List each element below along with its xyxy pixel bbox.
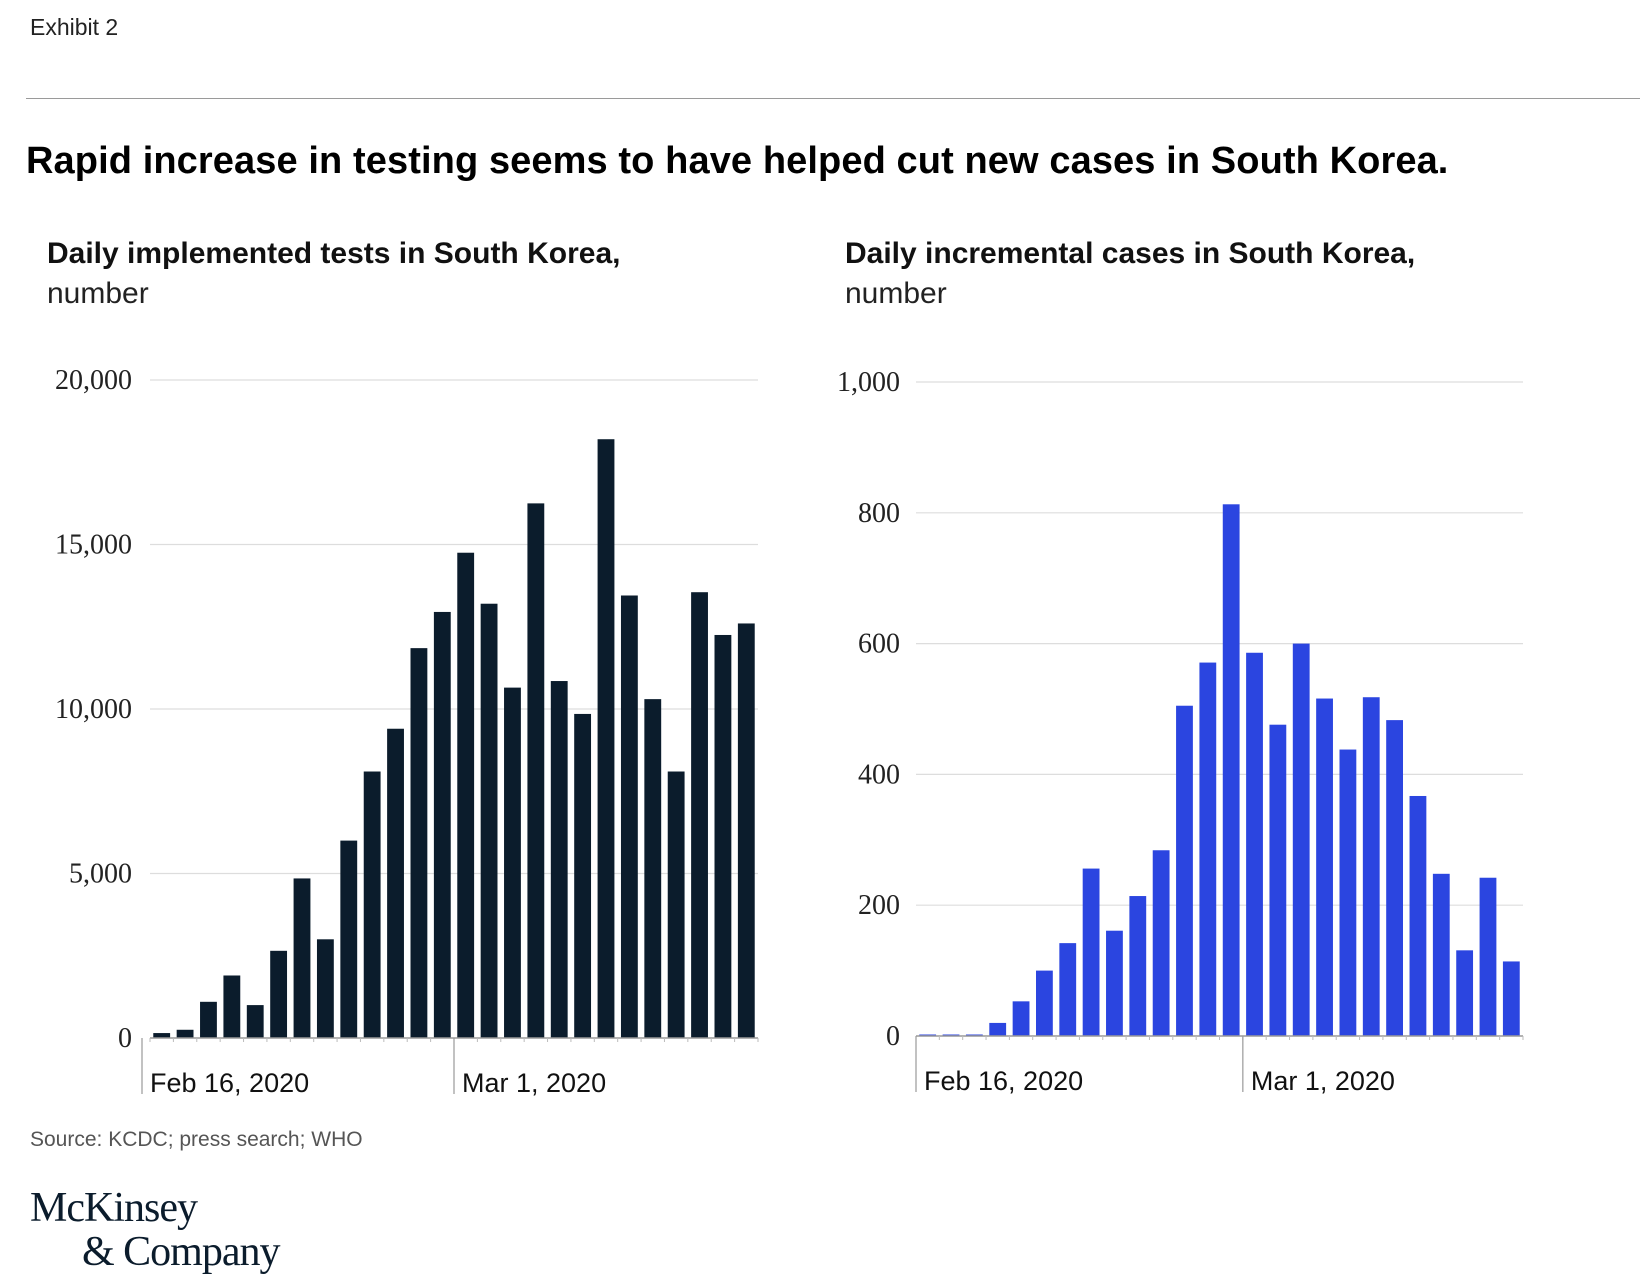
tests-bar	[597, 439, 615, 1039]
tests-bar	[340, 840, 358, 1038]
cases-bar	[1035, 970, 1053, 1036]
cases-bar	[1152, 850, 1170, 1036]
cases-ytick-label: 600	[858, 629, 900, 660]
tests-bar	[246, 1005, 264, 1038]
cases-bar	[1246, 652, 1263, 1036]
logo-line-1: McKinsey	[30, 1185, 198, 1231]
tests-bar	[620, 595, 638, 1038]
tests-bar	[293, 878, 311, 1038]
logo-line-2: & Company	[82, 1229, 280, 1275]
cases-chart-title-text: Daily incremental cases in South Korea,	[845, 237, 1416, 270]
mckinsey-logo: McKinsey & Company	[30, 1186, 280, 1274]
cases-bar	[1199, 662, 1217, 1036]
tests-bar	[410, 648, 428, 1038]
cases-ytick-label: 1,000	[837, 367, 900, 398]
tests-bar	[574, 713, 592, 1038]
tests-chart-unit: number	[47, 277, 149, 310]
tests-bar	[363, 771, 381, 1038]
cases-bar	[1012, 1001, 1030, 1036]
tests-bar	[153, 1033, 171, 1038]
tests-bar	[527, 503, 545, 1038]
cases-chart-unit: number	[845, 277, 947, 310]
cases-bar	[1292, 643, 1310, 1036]
tests-bar	[223, 975, 241, 1038]
cases-bar	[1176, 705, 1193, 1036]
tests-bar	[691, 592, 708, 1038]
cases-ytick-label: 200	[858, 890, 900, 921]
cases-bar	[1082, 868, 1100, 1036]
tests-ytick-label: 5,000	[69, 859, 132, 890]
cases-ytick-label: 800	[858, 498, 900, 529]
tests-bar	[480, 603, 498, 1038]
tests-bar	[504, 687, 521, 1038]
cases-bar	[1386, 720, 1404, 1036]
exhibit-label: Exhibit 2	[30, 14, 119, 40]
page-title: Rapid increase in testing seems to have …	[26, 140, 1449, 182]
header-divider	[26, 98, 1640, 99]
tests-ytick-label: 0	[118, 1023, 132, 1054]
tests-bar	[457, 552, 475, 1038]
cases-bar	[1129, 896, 1147, 1036]
tests-bar	[550, 681, 568, 1038]
cases-bar	[989, 1022, 1007, 1036]
cases-bar	[1502, 961, 1520, 1036]
cases-bar	[1106, 930, 1123, 1036]
cases-chart-title: Daily incremental cases in South Korea, …	[845, 234, 1415, 314]
tests-ytick-label: 15,000	[55, 530, 132, 561]
source-note: Source: KCDC; press search; WHO	[30, 1128, 363, 1151]
tests-bar	[316, 939, 334, 1038]
cases-bar	[1456, 950, 1474, 1036]
cases-xtick-label: Mar 1, 2020	[1251, 1066, 1395, 1096]
tests-xtick-label: Feb 16, 2020	[150, 1068, 309, 1098]
tests-bar	[270, 950, 288, 1038]
tests-bar	[176, 1029, 194, 1038]
tests-chart-title: Daily implemented tests in South Korea, …	[47, 234, 620, 314]
tests-bar	[644, 699, 662, 1038]
cases-bar	[1269, 724, 1287, 1036]
tests-chart-title-text: Daily implemented tests in South Korea,	[47, 237, 621, 270]
tests-bar	[667, 771, 685, 1038]
tests-ytick-label: 10,000	[55, 694, 132, 725]
cases-ytick-label: 0	[886, 1021, 900, 1052]
cases-bar	[1362, 697, 1380, 1036]
tests-bar	[737, 623, 755, 1038]
cases-ytick-label: 400	[858, 759, 900, 790]
tests-bar	[387, 728, 404, 1038]
cases-bar	[1432, 873, 1450, 1036]
cases-xtick-label: Feb 16, 2020	[924, 1066, 1083, 1096]
tests-ytick-label: 20,000	[55, 365, 132, 396]
cases-bar	[1316, 698, 1333, 1036]
cases-bar	[1222, 504, 1240, 1037]
tests-bar	[433, 611, 451, 1038]
cases-bar	[1479, 877, 1497, 1036]
tests-bar	[200, 1001, 217, 1038]
cases-bar	[1339, 749, 1357, 1036]
tests-xtick-label: Mar 1, 2020	[462, 1068, 606, 1098]
cases-bar	[1409, 795, 1427, 1036]
tests-bar	[714, 634, 732, 1038]
cases-bar	[1059, 943, 1077, 1036]
